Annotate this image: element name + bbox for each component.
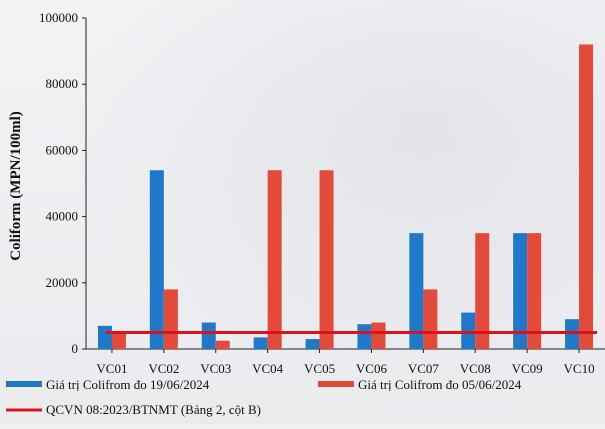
y-tick-label: 0 xyxy=(72,341,79,356)
bar-series-2 xyxy=(423,289,438,349)
bar-series-1 xyxy=(253,337,268,349)
legend: Giá trị Colifrom đo 19/06/2024 Giá trị C… xyxy=(6,377,522,417)
x-category-label: VC08 xyxy=(460,361,491,376)
legend-label-series-1: Giá trị Colifrom đo 19/06/2024 xyxy=(46,377,210,392)
x-category-label: VC10 xyxy=(564,361,595,376)
bar-series-2 xyxy=(215,340,230,349)
bar-series-1 xyxy=(305,339,320,349)
bar-series-1 xyxy=(97,325,112,349)
y-tick-label: 40000 xyxy=(46,209,79,224)
legend-label-series-2: Giá trị Colifrom đo 05/06/2024 xyxy=(358,377,522,392)
legend-swatch-series-1 xyxy=(6,381,42,387)
x-category-label: VC07 xyxy=(408,361,440,376)
bar-series-2 xyxy=(319,170,334,349)
x-category-label: VC01 xyxy=(96,361,127,376)
bar-series-2 xyxy=(163,289,178,349)
bar-series-1 xyxy=(513,233,528,349)
legend-swatch-series-2 xyxy=(318,381,354,387)
x-category-label: VC02 xyxy=(148,361,179,376)
x-category-label: VC06 xyxy=(356,361,388,376)
legend-label-reference-line: QCVN 08:2023/BTNMT (Bảng 2, cột B) xyxy=(46,402,261,417)
bar-series-2 xyxy=(371,322,386,349)
x-category-label: VC05 xyxy=(304,361,335,376)
bar-series-1 xyxy=(357,324,372,349)
y-axis-title: Coliform (MPN/100ml) xyxy=(8,111,24,261)
y-tick-label: 20000 xyxy=(46,275,79,290)
y-tick-label: 60000 xyxy=(46,142,79,157)
bar-series-2 xyxy=(527,233,542,349)
bar-series-2 xyxy=(579,44,594,349)
plot-area: 0 20000 40000 60000 80000 100000 VC01 VC02 VC03 V… xyxy=(39,10,605,376)
bar-series-1 xyxy=(201,322,216,349)
y-tick-label: 80000 xyxy=(46,76,79,91)
y-tick-label: 100000 xyxy=(39,10,78,25)
bar-series-2 xyxy=(475,233,490,349)
x-category-label: VC09 xyxy=(512,361,543,376)
bar-series-1 xyxy=(409,233,424,349)
bar-series-2 xyxy=(267,170,282,349)
bar-series-1 xyxy=(149,170,164,349)
x-category-label: VC03 xyxy=(200,361,231,376)
bar-series-1 xyxy=(565,319,580,349)
bar-series-1 xyxy=(461,312,476,349)
x-category-label: VC04 xyxy=(252,361,284,376)
bar-series-2 xyxy=(111,332,126,349)
